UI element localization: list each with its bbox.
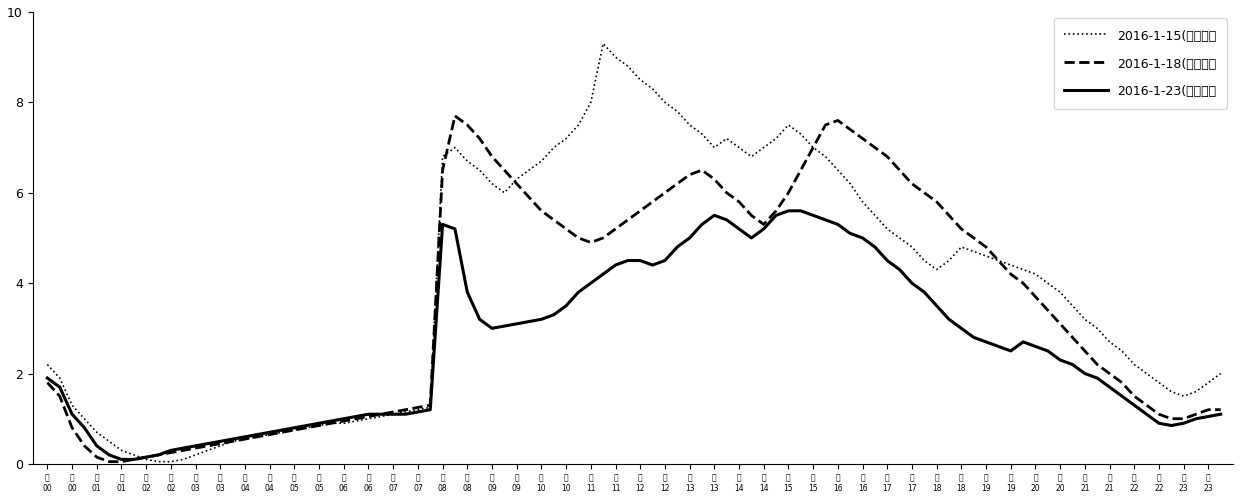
2016-1-15(星期五） (559, 136, 574, 141)
2016-1-18(星期一） (1213, 406, 1228, 412)
2016-1-15(星期五） (1140, 370, 1154, 376)
2016-1-18(星期一） (657, 190, 672, 196)
2016-1-18(星期一） (386, 409, 401, 415)
Legend: 2016-1-15(星期五）, 2016-1-18(星期一）, 2016-1-23(星期六）: 2016-1-15(星期五）, 2016-1-18(星期一）, 2016-1-2… (1054, 18, 1226, 109)
2016-1-15(星期五） (595, 40, 610, 46)
2016-1-23(星期六） (1140, 411, 1154, 417)
2016-1-18(星期一） (102, 458, 117, 464)
Line: 2016-1-18(星期一）: 2016-1-18(星期一） (47, 116, 1220, 462)
2016-1-15(星期五） (40, 362, 55, 368)
2016-1-23(星期六） (114, 456, 129, 462)
2016-1-15(星期五） (386, 411, 401, 417)
2016-1-15(星期五） (694, 131, 709, 137)
2016-1-23(星期六） (645, 262, 660, 268)
Line: 2016-1-15(星期五）: 2016-1-15(星期五） (47, 44, 1220, 462)
2016-1-23(星期六） (40, 375, 55, 381)
2016-1-23(星期六） (213, 438, 228, 444)
2016-1-15(星期五） (213, 443, 228, 449)
2016-1-23(星期六） (386, 411, 401, 417)
2016-1-23(星期六） (682, 235, 697, 241)
2016-1-18(星期一） (448, 113, 463, 119)
2016-1-18(星期一） (694, 167, 709, 173)
2016-1-18(星期一） (1140, 402, 1154, 408)
2016-1-15(星期五） (1213, 370, 1228, 376)
2016-1-18(星期一） (213, 440, 228, 446)
2016-1-18(星期一） (570, 235, 585, 241)
2016-1-15(星期五） (657, 100, 672, 105)
2016-1-15(星期五） (151, 458, 166, 464)
2016-1-23(星期六） (1213, 411, 1228, 417)
2016-1-23(星期六） (781, 208, 796, 214)
2016-1-23(星期六） (559, 302, 574, 308)
Line: 2016-1-23(星期六）: 2016-1-23(星期六） (47, 211, 1220, 460)
2016-1-18(星期一） (40, 380, 55, 386)
